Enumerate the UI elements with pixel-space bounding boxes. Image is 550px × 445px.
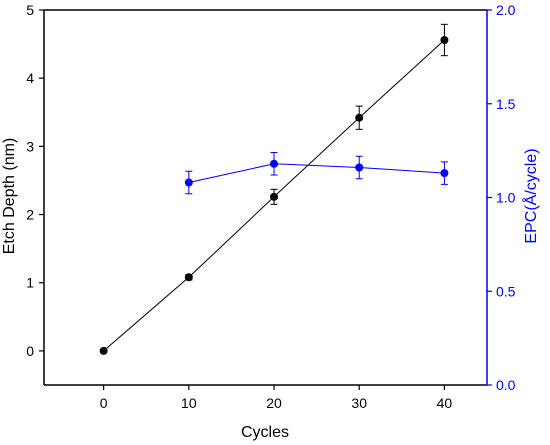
right-y-tick-label: 0.0 — [496, 377, 516, 393]
plot-frame: 0 10 20 30 40 0 1 2 3 4 5 0.0 0.5 1.0 1.5 2.0 — [26, 2, 515, 411]
right-y-tick-label: 0.5 — [496, 283, 516, 299]
series-2-point — [270, 159, 279, 168]
series-1-point — [184, 273, 193, 282]
x-axis-title: Cycles — [241, 424, 289, 441]
x-tick-label: 30 — [351, 395, 367, 411]
series-layer — [99, 23, 449, 355]
right-y-tick-label: 1.5 — [496, 96, 516, 112]
series-2-point — [355, 163, 364, 172]
x-tick-label: 40 — [437, 395, 453, 411]
x-tick-label: 0 — [100, 395, 108, 411]
left-y-tick-label: 1 — [26, 275, 34, 291]
left-y-tick-label: 2 — [26, 207, 34, 223]
series-1-point — [270, 192, 279, 201]
x-tick-label: 20 — [266, 395, 282, 411]
x-tick-label: 10 — [181, 395, 197, 411]
left-y-tick-label: 4 — [26, 70, 34, 86]
left-y-tick-label: 5 — [26, 2, 34, 18]
series-1-point — [99, 346, 108, 355]
series-1-point — [355, 113, 364, 122]
series-2-point — [440, 169, 449, 178]
right-y-tick-label: 2.0 — [496, 2, 516, 18]
right-y-tick-label: 1.0 — [496, 190, 516, 206]
series-2-point — [184, 178, 193, 187]
left-y-tick-label: 0 — [26, 343, 34, 359]
right-axis-title: EPC(Å/cycle) — [521, 148, 540, 243]
left-axis-title: Etch Depth (nm) — [1, 138, 18, 254]
series-2-line — [188, 163, 445, 183]
series-1-point — [440, 36, 449, 44]
left-y-tick-label: 3 — [26, 138, 34, 154]
